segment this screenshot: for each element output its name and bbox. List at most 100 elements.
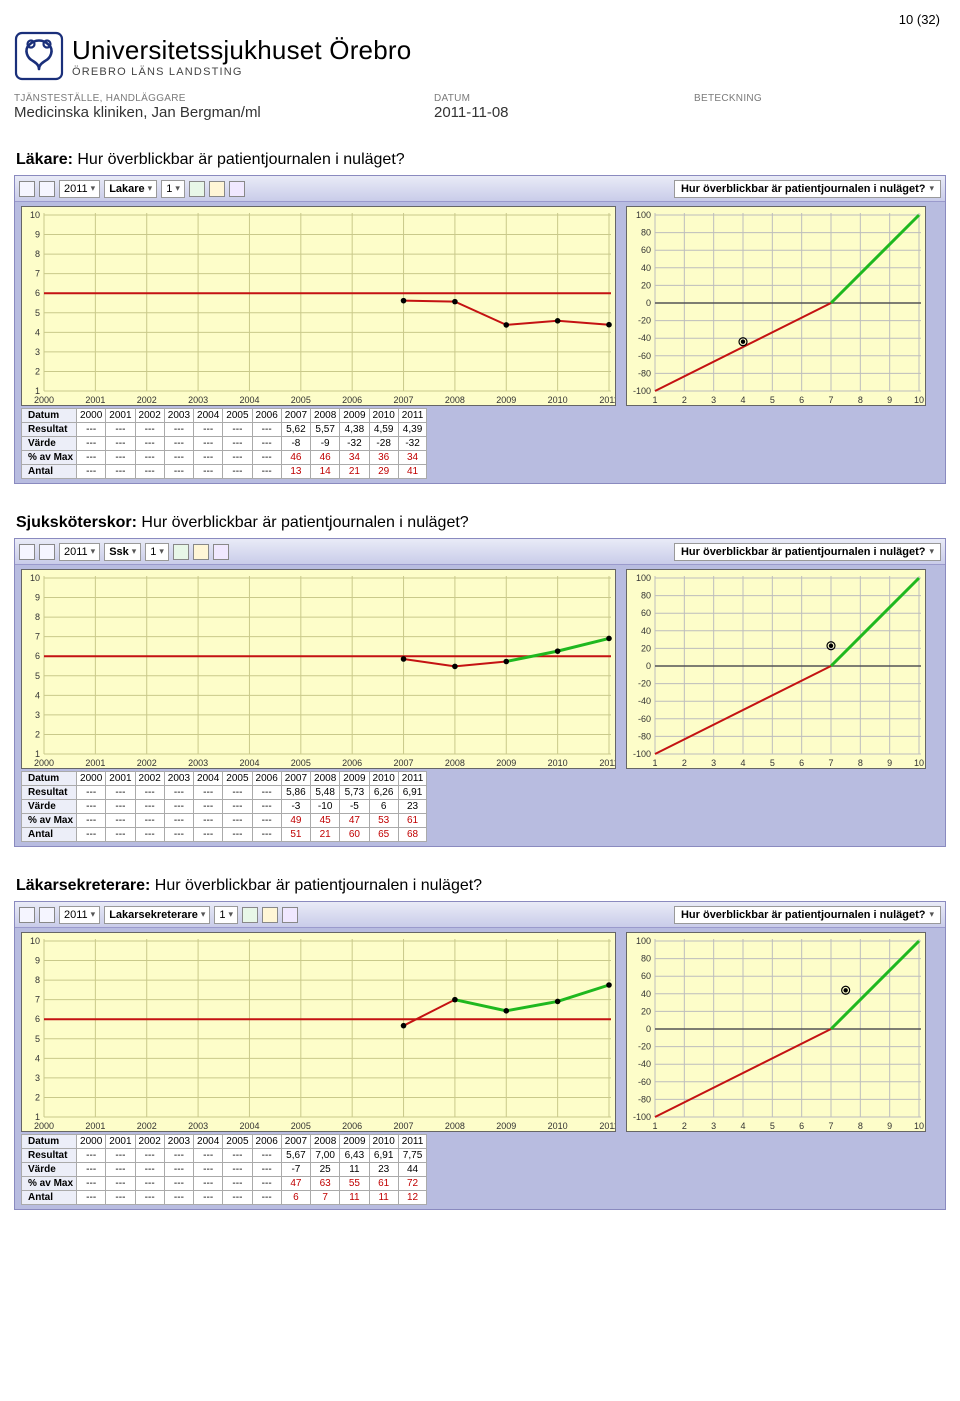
- row-label: Resultat: [22, 423, 77, 437]
- table-cell: ---: [252, 1191, 281, 1205]
- chart-type-icon[interactable]: [193, 544, 209, 560]
- svg-text:6: 6: [799, 395, 804, 405]
- year-header: 2004: [194, 772, 223, 786]
- year-header: 2010: [369, 1135, 398, 1149]
- table-cell: 45: [311, 814, 340, 828]
- table-cell: 53: [369, 814, 398, 828]
- svg-text:9: 9: [887, 395, 892, 405]
- table-cell: ---: [135, 437, 164, 451]
- question-dropdown[interactable]: Hur överblickbar är patientjournalen i n…: [674, 180, 941, 198]
- svg-text:2006: 2006: [342, 1121, 362, 1131]
- svg-text:8: 8: [35, 249, 40, 259]
- table-cell: ---: [194, 786, 223, 800]
- svg-text:2010: 2010: [548, 395, 568, 405]
- table-cell: 6: [281, 1191, 310, 1205]
- table-cell: ---: [223, 451, 252, 465]
- meta-val-station: Medicinska kliniken, Jan Bergman/ml: [14, 104, 434, 121]
- series-dropdown[interactable]: 1: [161, 180, 185, 198]
- letterhead: Universitetssjukhuset Örebro ÖREBRO LÄNS…: [14, 31, 946, 81]
- table-cell: 5,86: [281, 786, 310, 800]
- nav-fwd-icon[interactable]: [39, 544, 55, 560]
- svg-text:2: 2: [682, 758, 687, 768]
- table-cell: ---: [223, 1191, 252, 1205]
- table-cell: 7,75: [398, 1149, 427, 1163]
- svg-text:1: 1: [652, 758, 657, 768]
- svg-text:5: 5: [770, 758, 775, 768]
- section-title: Läkare: Hur överblickbar är patientjourn…: [16, 151, 944, 169]
- svg-text:7: 7: [828, 395, 833, 405]
- nav-fwd-icon[interactable]: [39, 181, 55, 197]
- svg-text:2010: 2010: [548, 1121, 568, 1131]
- year-header: 2001: [106, 1135, 135, 1149]
- chart-type-icon[interactable]: [209, 181, 225, 197]
- table-cell: 46: [311, 451, 340, 465]
- table-cell: ---: [194, 800, 223, 814]
- table-cell: ---: [106, 451, 135, 465]
- table-cell: ---: [106, 465, 135, 479]
- table-cell: ---: [135, 786, 164, 800]
- svg-text:3: 3: [35, 1073, 40, 1083]
- svg-text:2004: 2004: [239, 758, 259, 768]
- year-dropdown[interactable]: 2011: [59, 906, 100, 924]
- help-icon[interactable]: [229, 181, 245, 197]
- year-header: 2009: [340, 1135, 369, 1149]
- chart-widget: 2011Ssk1Hur överblickbar är patientjourn…: [14, 538, 946, 847]
- question-dropdown[interactable]: Hur överblickbar är patientjournalen i n…: [674, 906, 941, 924]
- table-cell: 47: [281, 1177, 310, 1191]
- svg-text:2000: 2000: [34, 758, 54, 768]
- year-header: 2006: [252, 772, 281, 786]
- nav-back-icon[interactable]: [19, 181, 35, 197]
- table-cell: ---: [252, 800, 281, 814]
- year-header: 2003: [164, 772, 193, 786]
- table-cell: ---: [252, 1149, 281, 1163]
- series-dropdown[interactable]: 1: [214, 906, 238, 924]
- year-dropdown[interactable]: 2011: [59, 180, 100, 198]
- meta-label-date: DATUM: [434, 93, 694, 104]
- role-dropdown[interactable]: Lakarsekreterare: [104, 906, 210, 924]
- svg-text:-40: -40: [638, 696, 651, 706]
- nav-back-icon[interactable]: [19, 907, 35, 923]
- table-cell: -10: [311, 800, 340, 814]
- table-cell: 5,67: [281, 1149, 310, 1163]
- table-cell: ---: [135, 1163, 164, 1177]
- tool-icon[interactable]: [242, 907, 258, 923]
- data-table: Datum20002001200220032004200520062007200…: [21, 408, 427, 479]
- svg-text:-20: -20: [638, 316, 651, 326]
- svg-text:6: 6: [799, 1121, 804, 1131]
- year-header: 2003: [164, 409, 193, 423]
- svg-text:2000: 2000: [34, 395, 54, 405]
- table-cell: 21: [340, 465, 369, 479]
- table-cell: ---: [135, 1177, 164, 1191]
- svg-text:0: 0: [646, 661, 651, 671]
- svg-text:4: 4: [740, 758, 745, 768]
- chart-type-icon[interactable]: [262, 907, 278, 923]
- year-header: 2006: [252, 1135, 281, 1149]
- tool-icon[interactable]: [173, 544, 189, 560]
- table-cell: ---: [106, 800, 135, 814]
- table-cell: ---: [135, 1191, 164, 1205]
- table-cell: 65: [369, 828, 398, 842]
- role-dropdown[interactable]: Ssk: [104, 543, 141, 561]
- table-cell: ---: [135, 423, 164, 437]
- svg-text:7: 7: [35, 632, 40, 642]
- year-header: 2009: [340, 409, 369, 423]
- nav-fwd-icon[interactable]: [39, 907, 55, 923]
- table-cell: ---: [252, 1163, 281, 1177]
- table-cell: ---: [223, 1177, 252, 1191]
- table-cell: 61: [398, 814, 427, 828]
- help-icon[interactable]: [282, 907, 298, 923]
- help-icon[interactable]: [213, 544, 229, 560]
- table-cell: ---: [194, 1191, 223, 1205]
- year-header: 2005: [223, 1135, 252, 1149]
- svg-text:2002: 2002: [137, 1121, 157, 1131]
- year-header: 2002: [135, 409, 164, 423]
- series-dropdown[interactable]: 1: [145, 543, 169, 561]
- tool-icon[interactable]: [189, 181, 205, 197]
- question-dropdown[interactable]: Hur överblickbar är patientjournalen i n…: [674, 543, 941, 561]
- year-header: 2001: [106, 772, 135, 786]
- nav-back-icon[interactable]: [19, 544, 35, 560]
- year-dropdown[interactable]: 2011: [59, 543, 100, 561]
- table-cell: -7: [281, 1163, 310, 1177]
- role-dropdown[interactable]: Lakare: [104, 180, 157, 198]
- svg-text:10: 10: [914, 395, 924, 405]
